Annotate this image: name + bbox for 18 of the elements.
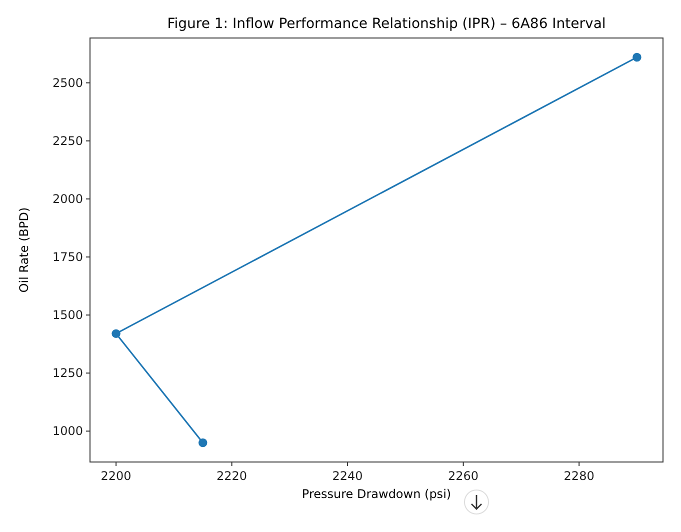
y-tick-label: 2000 [52,192,83,206]
x-tick-label: 2200 [100,469,132,483]
x-tick-label: 2280 [564,469,594,483]
x-tick-label: 2220 [216,469,248,483]
y-tick-label: 1750 [52,250,83,264]
x-tick-label: 2260 [448,469,479,483]
point [198,438,208,448]
chart-title: Figure 1: Inflow Performance Relationship (IPR) – 6A86 Interval [167,16,606,32]
point [632,52,642,62]
y-tick-label: 1000 [52,424,83,438]
y-tick-label: 1250 [52,366,83,380]
x-axis-title: Pressure Drawdown (psi) [302,487,452,501]
y-axis-title: Oil Rate (BPD) [17,207,31,293]
y-tick-label: 2250 [52,134,83,148]
y-tick-label: 2500 [52,76,83,90]
x-tick-label: 2240 [332,469,363,483]
point [112,329,120,338]
y-tick-label: 1500 [52,308,83,322]
